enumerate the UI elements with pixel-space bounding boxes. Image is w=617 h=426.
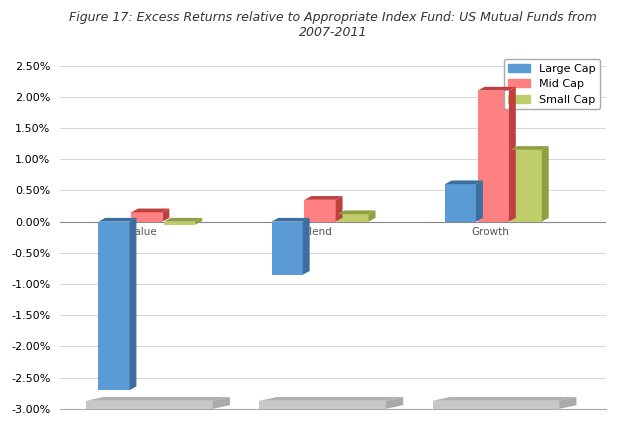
Text: Blend: Blend	[302, 227, 331, 236]
Polygon shape	[542, 146, 549, 222]
Polygon shape	[196, 218, 202, 225]
Bar	[433, 401, 559, 409]
Text: Value: Value	[129, 227, 158, 236]
Polygon shape	[478, 87, 516, 91]
Polygon shape	[164, 218, 202, 222]
Bar	[478, 91, 509, 222]
Polygon shape	[368, 210, 376, 222]
Legend: Large Cap, Mid Cap, Small Cap: Large Cap, Mid Cap, Small Cap	[503, 59, 600, 109]
Bar	[131, 212, 162, 222]
Polygon shape	[162, 209, 169, 222]
Polygon shape	[131, 209, 169, 212]
Bar	[164, 222, 196, 225]
Polygon shape	[559, 397, 576, 409]
Polygon shape	[213, 397, 230, 409]
Bar	[337, 214, 368, 222]
Polygon shape	[303, 218, 310, 275]
Polygon shape	[337, 210, 376, 214]
Polygon shape	[445, 181, 483, 184]
Polygon shape	[433, 397, 576, 401]
Polygon shape	[509, 87, 516, 222]
Polygon shape	[86, 397, 230, 401]
Polygon shape	[511, 146, 549, 150]
Polygon shape	[98, 218, 136, 222]
Bar	[271, 222, 303, 275]
Polygon shape	[476, 181, 483, 222]
Bar	[445, 184, 476, 222]
Polygon shape	[304, 196, 342, 200]
Text: Growth: Growth	[471, 227, 509, 236]
Polygon shape	[336, 196, 342, 222]
Bar	[511, 150, 542, 222]
Bar	[304, 200, 336, 222]
Bar	[259, 401, 386, 409]
Polygon shape	[259, 397, 403, 401]
Bar	[86, 401, 213, 409]
Polygon shape	[386, 397, 403, 409]
Polygon shape	[271, 218, 310, 222]
Bar	[98, 222, 130, 390]
Polygon shape	[130, 218, 136, 390]
Title: Figure 17: Excess Returns relative to Appropriate Index Fund: US Mutual Funds fr: Figure 17: Excess Returns relative to Ap…	[69, 11, 597, 39]
